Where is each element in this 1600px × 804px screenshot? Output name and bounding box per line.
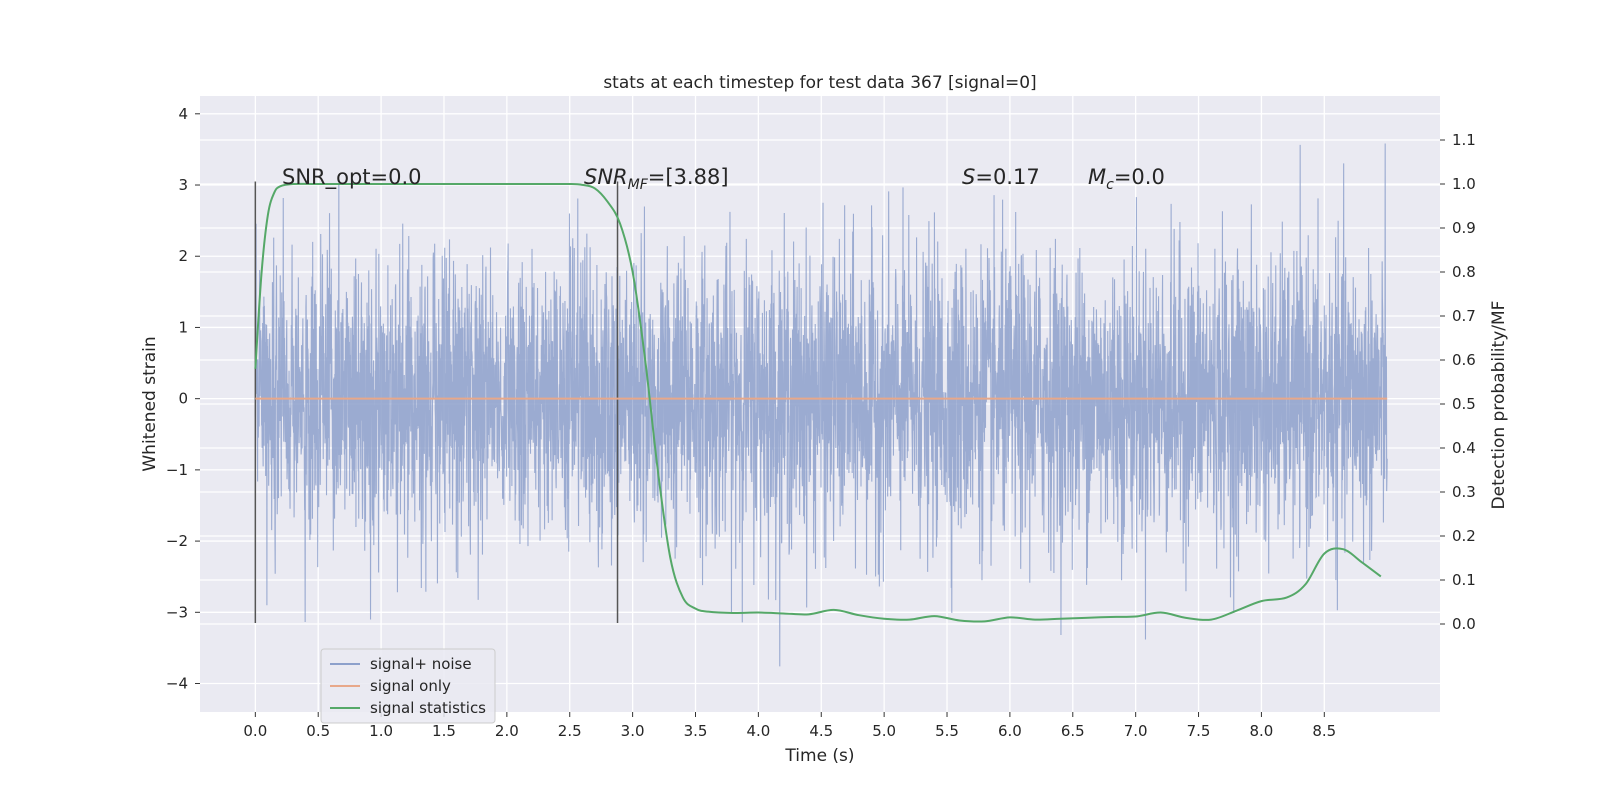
legend-box xyxy=(320,648,496,724)
x-tick-label: 8.0 xyxy=(1249,722,1273,740)
chart-title: stats at each timestep for test data 367… xyxy=(603,73,1036,93)
legend: signal+ noise signal only signal statist… xyxy=(320,648,496,724)
x-tick-label: 5.5 xyxy=(935,722,959,740)
y2-tick-label: 0.5 xyxy=(1452,395,1476,413)
annotation-snr-mf-subscript: MF xyxy=(628,177,649,193)
x-tick-label: 0.0 xyxy=(243,722,267,740)
annotation-mc-subscript: c xyxy=(1106,177,1114,193)
annotation-snr-mf: SNRMF=[3.88] xyxy=(584,165,729,193)
y-tick-label: 0 xyxy=(178,390,188,408)
y2-tick-label: 0.8 xyxy=(1452,263,1476,281)
annotation-snr-opt: SNR_opt=0.0 xyxy=(282,165,422,190)
y-tick-label: 4 xyxy=(178,105,188,123)
y2-tick-label: 0.1 xyxy=(1452,571,1476,589)
x-axis-label: Time (s) xyxy=(784,746,854,766)
y2-axis-ticks: 0.0 0.1 0.2 0.3 0.4 0.5 0.6 0.7 0.8 0.9 1.0 1.1 xyxy=(1440,131,1476,633)
x-tick-label: 1.5 xyxy=(432,722,456,740)
legend-label: signal+ noise xyxy=(370,655,472,673)
x-tick-label: 4.5 xyxy=(809,722,833,740)
y2-tick-label: 0.3 xyxy=(1452,483,1476,501)
annotation-s-symbol: S xyxy=(962,165,975,189)
x-tick-label: 7.0 xyxy=(1124,722,1148,740)
legend-item: signal+ noise xyxy=(330,655,472,673)
y-tick-label: 3 xyxy=(178,176,188,194)
y-tick-label: 2 xyxy=(178,247,188,265)
x-axis-ticks: 0.0 0.5 1.0 1.5 2.0 2.5 3.0 3.5 4.0 4.5 5.0 5.5 6.0 6… xyxy=(243,712,1336,740)
y2-tick-label: 0.6 xyxy=(1452,351,1476,369)
y-tick-label: −3 xyxy=(166,603,188,621)
y-tick-label: −4 xyxy=(166,675,188,693)
y-tick-label: −2 xyxy=(166,532,188,550)
x-tick-label: 2.0 xyxy=(495,722,519,740)
annotation-mc-symbol: M xyxy=(1088,165,1106,189)
y2-tick-label: 0.4 xyxy=(1452,439,1476,457)
y-axis-label: Whitened strain xyxy=(140,336,160,471)
signal-statistics-series xyxy=(254,182,1382,623)
annotation-snr-mf-value: =[3.88] xyxy=(648,165,729,189)
annotation-snr-mf-symbol: SNR xyxy=(584,165,628,189)
annotation-mc: Mc=0.0 xyxy=(1088,165,1165,193)
x-tick-label: 6.5 xyxy=(1061,722,1085,740)
annotation-mc-value: =0.0 xyxy=(1114,165,1165,189)
x-tick-label: 1.0 xyxy=(369,722,393,740)
x-tick-label: 5.0 xyxy=(872,722,896,740)
x-tick-label: 8.5 xyxy=(1312,722,1336,740)
y2-axis-label: Detection probability/MF xyxy=(1489,301,1509,510)
signal-noise-series xyxy=(254,143,1388,667)
y2-tick-label: 1.0 xyxy=(1452,175,1476,193)
y2-tick-label: 0.7 xyxy=(1452,307,1476,325)
legend-label: signal statistics xyxy=(370,699,486,717)
signal-statistics-line xyxy=(254,182,1382,623)
y2-tick-label: 0.2 xyxy=(1452,527,1476,545)
legend-item: signal statistics xyxy=(330,699,486,717)
x-tick-label: 0.5 xyxy=(306,722,330,740)
annotation-s-value: =0.17 xyxy=(975,165,1039,189)
legend-label: signal only xyxy=(370,677,451,695)
signal-noise-line xyxy=(254,143,1388,667)
y-axis-ticks: −4 −3 −2 −1 0 1 2 3 4 xyxy=(166,105,200,693)
vertical-markers xyxy=(254,181,619,623)
y2-tick-label: 0.0 xyxy=(1452,615,1476,633)
legend-item: signal only xyxy=(330,677,451,695)
y2-tick-label: 1.1 xyxy=(1452,131,1476,149)
annotation-s: S=0.17 xyxy=(962,165,1040,189)
y-tick-label: −1 xyxy=(166,461,188,479)
x-tick-label: 3.5 xyxy=(684,722,708,740)
x-tick-label: 4.0 xyxy=(746,722,770,740)
x-tick-label: 7.5 xyxy=(1187,722,1211,740)
x-tick-label: 3.0 xyxy=(621,722,645,740)
x-tick-label: 2.5 xyxy=(558,722,582,740)
y2-tick-label: 0.9 xyxy=(1452,219,1476,237)
y-tick-label: 1 xyxy=(178,318,188,336)
x-tick-label: 6.0 xyxy=(998,722,1022,740)
